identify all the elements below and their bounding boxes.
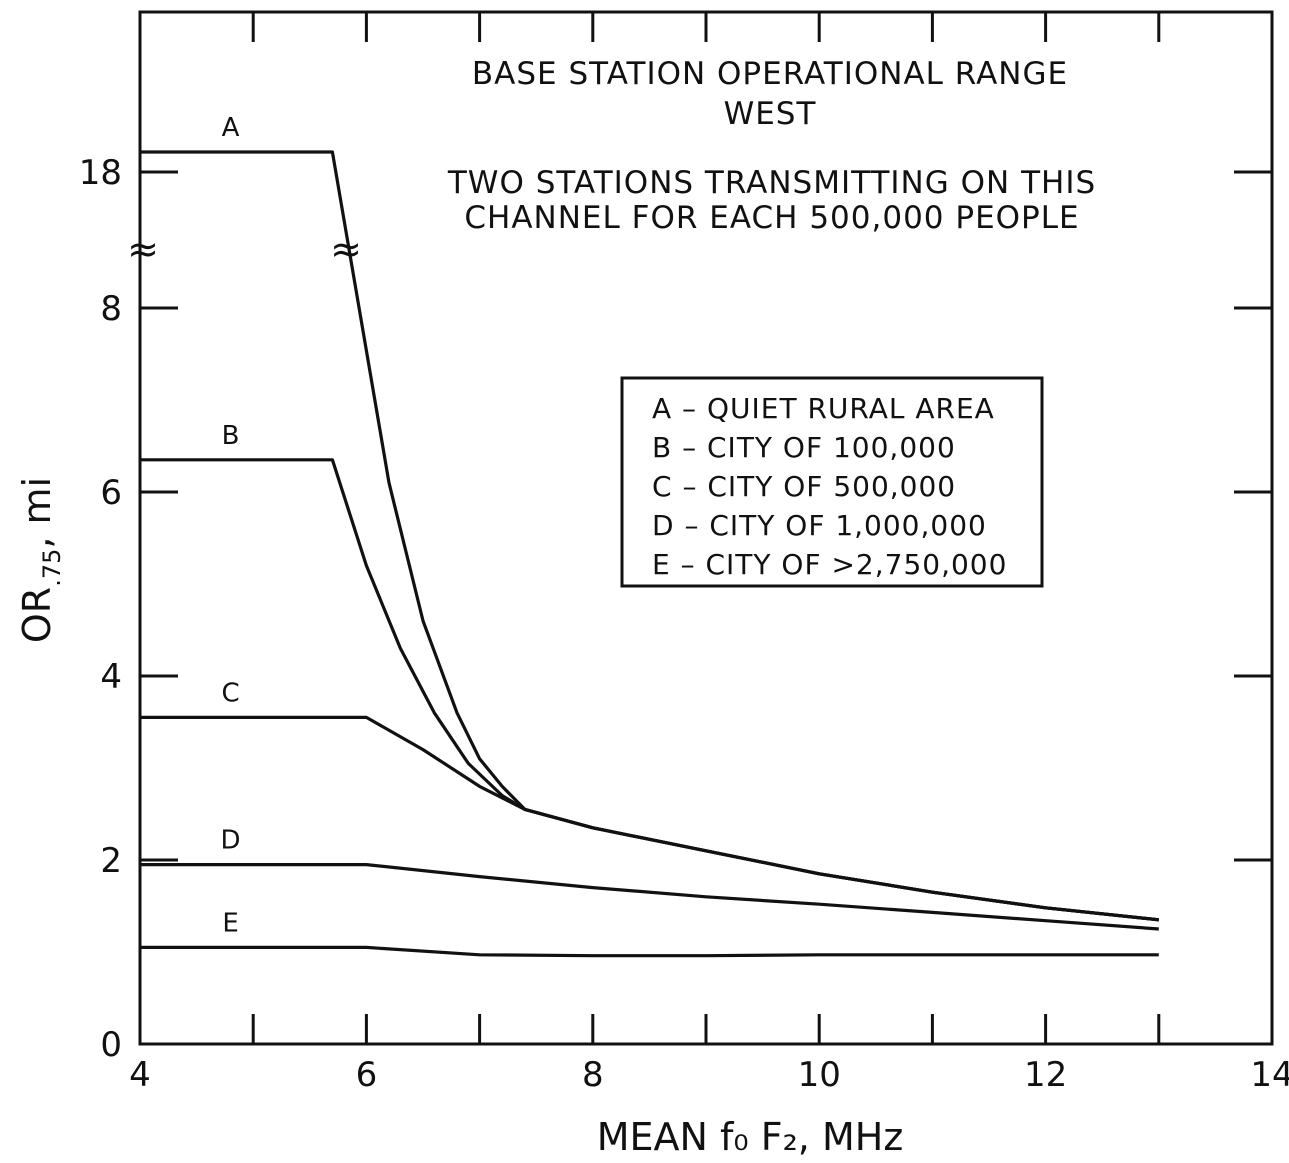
y-tick-label: 6 (100, 473, 122, 513)
x-tick-label: 8 (582, 1055, 604, 1095)
y-axis-title-sub: .75 (38, 549, 66, 587)
y-tick-label: 2 (100, 841, 122, 881)
curves (140, 150, 1159, 958)
legend-entry: B – CITY OF 100,000 (652, 431, 956, 464)
series-line-c (140, 715, 1159, 922)
y-tick-label: 8 (100, 289, 122, 329)
chart-subtitle: WEST (724, 96, 817, 132)
chart-annotation-line-2: CHANNEL FOR EACH 500,000 PEOPLE (464, 200, 1079, 236)
series-line-e (140, 945, 1159, 958)
chart-annotation-line-1: TWO STATIONS TRANSMITTING ON THIS (447, 165, 1096, 201)
x-tick-label: 4 (129, 1055, 151, 1095)
chart-title: BASE STATION OPERATIONAL RANGE (472, 56, 1068, 92)
series-line-d (140, 863, 1159, 931)
x-tick-label: 6 (356, 1055, 378, 1095)
y-axis-title-main: OR (15, 587, 59, 643)
y-axis-break-left: ≈ (127, 227, 159, 271)
legend-entry: D – CITY OF 1,000,000 (652, 509, 987, 542)
svg-text:≈: ≈ (127, 227, 159, 271)
legend-entry: E – CITY OF >2,750,000 (652, 548, 1007, 581)
curve-labels: A B C D E (221, 113, 241, 938)
legend-entry: C – CITY OF 500,000 (652, 470, 956, 503)
y-tick-label: 0 (100, 1025, 122, 1065)
svg-text:≈: ≈ (330, 227, 362, 271)
curve-label-e: E (222, 908, 238, 938)
curve-label-a: A (222, 113, 240, 143)
curve-label-c: C (221, 678, 239, 708)
y-axis-title: OR.75, mi (15, 477, 66, 643)
y-axis-title-unit: , mi (15, 477, 59, 549)
curve-label-d: D (221, 826, 241, 856)
legend: A – QUIET RURAL AREA B – CITY OF 100,000 C… (620, 376, 1044, 588)
legend-entries: A – QUIET RURAL AREA B – CITY OF 100,000 C… (652, 392, 1007, 581)
axis-tick-labels: 4 6 8 10 12 14 0 2 4 6 8 18 (79, 153, 1289, 1095)
curve-label-b: B (222, 421, 240, 451)
y-tick-label: 4 (100, 657, 122, 697)
y-axis-break-curve: ≈ (330, 227, 362, 271)
legend-entry: A – QUIET RURAL AREA (652, 392, 995, 425)
x-tick-label: 14 (1250, 1055, 1289, 1095)
x-tick-label: 12 (1024, 1055, 1067, 1095)
x-axis-title: MEAN f₀ F₂, MHz (597, 1115, 904, 1159)
legend-box (620, 376, 1044, 588)
x-tick-label: 10 (798, 1055, 841, 1095)
y-tick-label: 18 (79, 153, 122, 193)
axis-ticks (138, 12, 1274, 1046)
